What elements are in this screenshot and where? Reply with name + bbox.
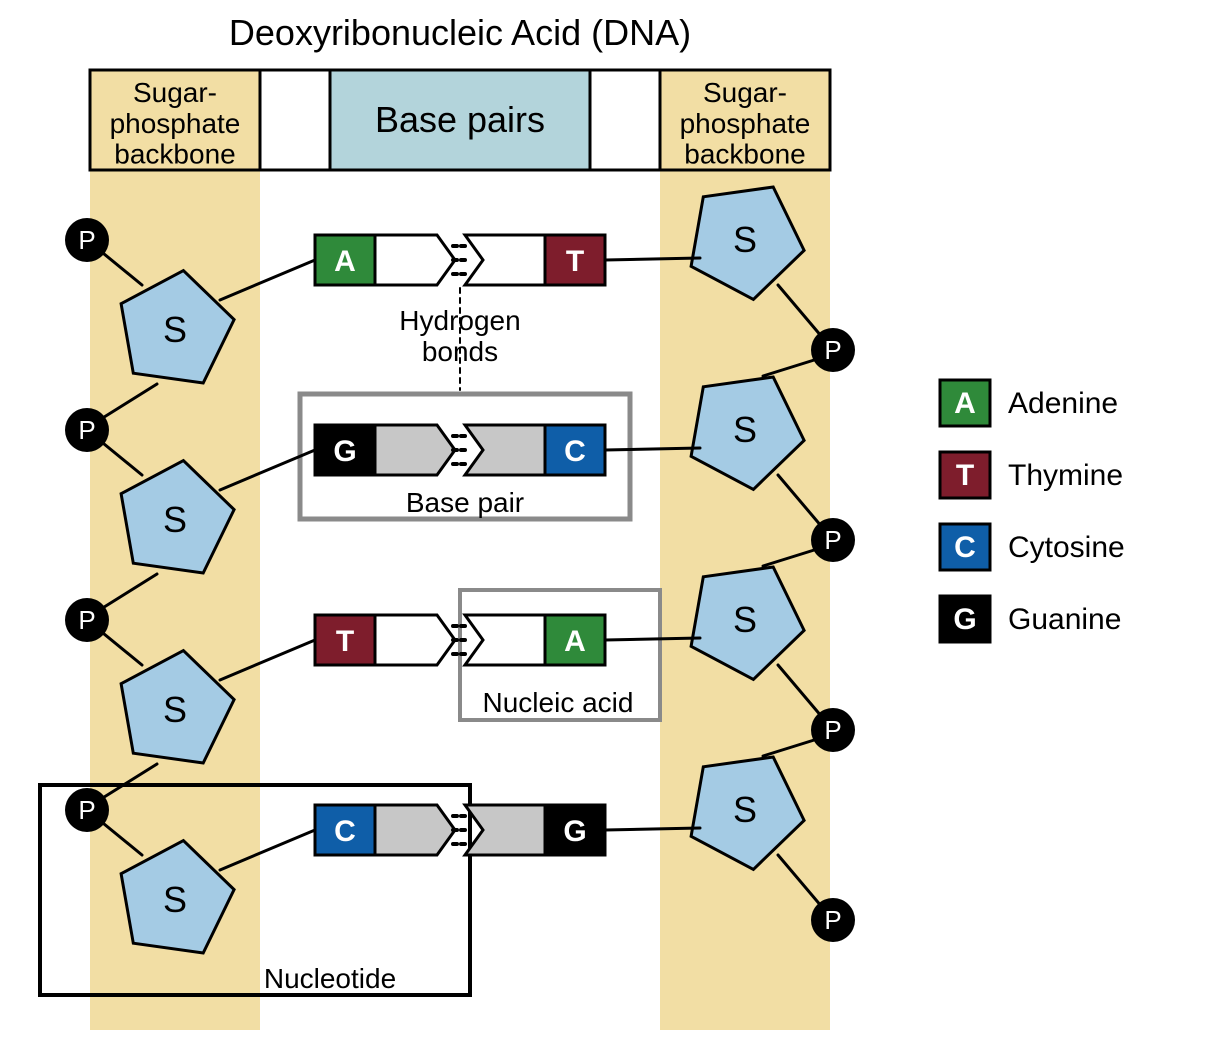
phosphate-label: P: [78, 605, 95, 635]
sugar-label: S: [163, 499, 187, 540]
phosphate-label: P: [824, 525, 841, 555]
base-connector-left: [375, 615, 455, 665]
base-connector-left: [375, 235, 455, 285]
svg-text:A: A: [334, 245, 356, 278]
nucleicacid-label: Nucleic acid: [483, 687, 634, 718]
sugar-label: S: [733, 599, 757, 640]
svg-text:C: C: [564, 435, 586, 468]
sugar-label: S: [733, 789, 757, 830]
phosphate-label: P: [78, 795, 95, 825]
page-title: Deoxyribonucleic Acid (DNA): [229, 12, 691, 53]
sugar-label: S: [733, 219, 757, 260]
legend-name: Adenine: [1008, 387, 1118, 420]
sugar-label: S: [163, 309, 187, 350]
legend-letter: A: [954, 387, 976, 420]
svg-text:G: G: [563, 815, 586, 848]
svg-text:G: G: [333, 435, 356, 468]
base-connector-right: [465, 805, 545, 855]
legend-name: Guanine: [1008, 603, 1121, 636]
base-connector-right: [465, 615, 545, 665]
phosphate-label: P: [78, 225, 95, 255]
nucleotide-label: Nucleotide: [264, 963, 396, 994]
svg-text:C: C: [334, 815, 356, 848]
sugar-label: S: [163, 879, 187, 920]
rungs: A T G C T A C G Hydrogenbonds: [220, 235, 700, 870]
basepair-label: Base pair: [406, 487, 524, 518]
legend-letter: G: [953, 603, 976, 636]
phosphate-label: P: [824, 335, 841, 365]
base-connector-right: [465, 235, 545, 285]
phosphate-label: P: [824, 715, 841, 745]
svg-text:A: A: [564, 625, 586, 658]
phosphate-label: P: [824, 905, 841, 935]
hydrogen-bonds-label: Hydrogenbonds: [399, 305, 520, 367]
svg-text:T: T: [336, 625, 354, 658]
phosphate-label: P: [78, 415, 95, 445]
legend-letter: T: [956, 459, 974, 492]
svg-text:T: T: [566, 245, 584, 278]
sugar-label: S: [733, 409, 757, 450]
legend: A Adenine T Thymine C Cytosine G Guanine: [940, 380, 1125, 642]
base-connector-left: [375, 805, 455, 855]
header-row: Sugar-phosphatebackboneSugar-phosphateba…: [90, 70, 830, 170]
legend-letter: C: [954, 531, 976, 564]
legend-name: Thymine: [1008, 459, 1123, 492]
legend-name: Cytosine: [1008, 531, 1125, 564]
base-connector-right: [465, 425, 545, 475]
header-center-label: Base pairs: [375, 99, 545, 140]
sugar-label: S: [163, 689, 187, 730]
base-connector-left: [375, 425, 455, 475]
